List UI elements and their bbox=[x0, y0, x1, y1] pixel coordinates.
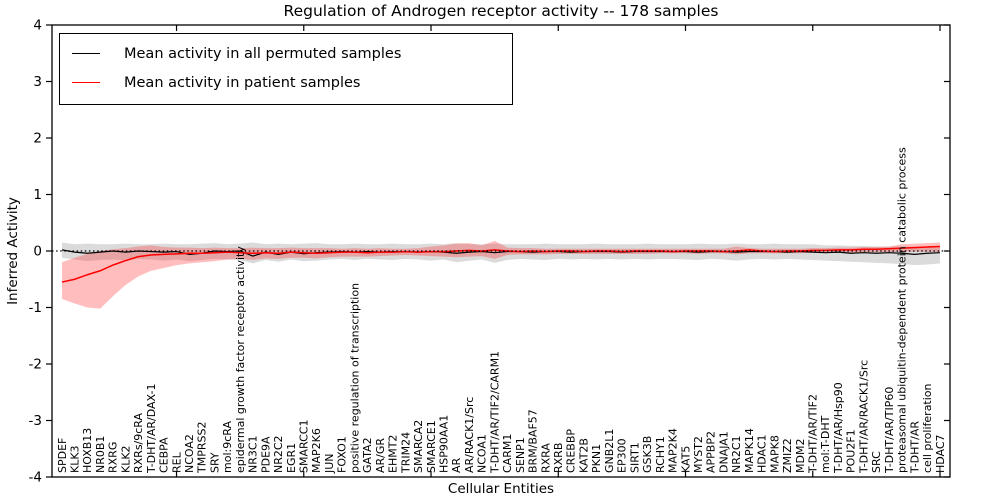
patient-line-swatch bbox=[72, 82, 100, 83]
category-label: epidermal growth factor receptor activit… bbox=[234, 246, 247, 473]
category-label: T-DHT/AR/Hsp90 bbox=[832, 382, 845, 474]
category-label: NCOA1 bbox=[476, 434, 489, 473]
permuted-line-swatch bbox=[72, 53, 100, 54]
category-label: DNAJA1 bbox=[717, 431, 730, 473]
category-label: MAP2K4 bbox=[667, 428, 680, 473]
category-label: RXRs/9cRA bbox=[132, 412, 145, 473]
category-label: GNB2L1 bbox=[603, 429, 616, 473]
category-label: mol:9cRA bbox=[221, 421, 234, 473]
category-label: RXRG bbox=[107, 442, 120, 473]
category-label: CREBBP bbox=[565, 429, 578, 473]
category-label: T-DHT/AR/DAX-1 bbox=[145, 384, 158, 474]
category-label: KAT5 bbox=[679, 446, 692, 473]
category-label: HOXB13 bbox=[81, 428, 94, 473]
category-label: AR/RACK1/Src bbox=[463, 397, 476, 473]
category-labels: SPDEF KLK3 HOXB13 NR0B1 RXRG KLK2 RXRs/9cRA T-D… bbox=[56, 147, 947, 474]
category-label: AR bbox=[450, 457, 463, 473]
category-label: SMARCC1 bbox=[298, 420, 311, 473]
category-label: TRIM24 bbox=[399, 432, 412, 474]
category-label: EP300 bbox=[616, 438, 629, 473]
y-axis-ticks: -4 -3 -2 -1 0 1 2 3 4 bbox=[29, 18, 950, 486]
legend-entry-permuted: Mean activity in all permuted samples bbox=[72, 39, 504, 68]
category-label: CEBPA bbox=[158, 437, 171, 473]
category-label: MAPK14 bbox=[743, 428, 756, 473]
category-label: GSK3B bbox=[641, 436, 654, 473]
y-tick-label: 0 bbox=[33, 244, 42, 260]
category-label: FOXO1 bbox=[336, 436, 349, 473]
category-label: T-DHT/AR/TIF2 bbox=[806, 394, 819, 474]
y-tick-label: -3 bbox=[29, 413, 42, 429]
category-label: NR3C1 bbox=[247, 435, 260, 473]
category-label: KLK3 bbox=[68, 445, 81, 473]
y-tick-label: -4 bbox=[29, 470, 42, 486]
category-label: RCHY1 bbox=[654, 436, 667, 473]
category-label: SIRT1 bbox=[628, 442, 641, 473]
permuted-band bbox=[62, 242, 940, 266]
category-label: POU2F1 bbox=[845, 429, 858, 473]
category-label: EHMT2 bbox=[387, 435, 400, 473]
category-label: MDM2 bbox=[794, 439, 807, 473]
category-label: mol:T-DHT bbox=[819, 415, 832, 473]
category-label: SRY bbox=[208, 452, 221, 473]
category-label: proteasomal ubiquitin-dependent protein … bbox=[896, 147, 909, 473]
category-label: JUN bbox=[323, 453, 336, 474]
category-label: MYST2 bbox=[692, 436, 705, 473]
category-label: NR2C2 bbox=[272, 435, 285, 473]
category-label: HSP90AA1 bbox=[437, 415, 450, 473]
category-label: SENP1 bbox=[514, 437, 527, 473]
chart-title: Regulation of Androgen receptor activity… bbox=[283, 2, 719, 20]
category-label: positive regulation of transcription bbox=[348, 283, 361, 473]
patient-mean-line bbox=[61, 245, 941, 283]
category-label: T-DHT/AR/TIF2/CARM1 bbox=[488, 351, 501, 474]
category-label: HDAC1 bbox=[756, 434, 769, 473]
category-label: NCOA2 bbox=[183, 434, 196, 473]
legend-entry-patient: Mean activity in patient samples bbox=[72, 68, 504, 97]
category-label: PDE9A bbox=[259, 436, 272, 473]
category-label: KLK2 bbox=[119, 445, 132, 473]
category-label: SRC bbox=[870, 451, 883, 473]
category-label: SPDEF bbox=[56, 438, 69, 473]
category-label: CARM1 bbox=[501, 434, 514, 473]
x-axis-label: Cellular Entities bbox=[447, 481, 555, 497]
y-tick-label: 3 bbox=[33, 74, 42, 90]
permuted-mean-line bbox=[61, 249, 941, 257]
category-label: NR0B1 bbox=[94, 436, 107, 473]
category-label: GATA2 bbox=[361, 437, 374, 473]
category-label: TMPRSS2 bbox=[196, 422, 209, 474]
y-tick-label: 1 bbox=[33, 187, 42, 203]
y-tick-label: 2 bbox=[33, 131, 42, 147]
category-label: NR2C1 bbox=[730, 435, 743, 473]
category-label: RXRB bbox=[552, 443, 565, 473]
category-label: MAPK8 bbox=[768, 435, 781, 473]
category-label: KAT2B bbox=[577, 438, 590, 473]
y-tick-label: 4 bbox=[33, 18, 42, 34]
category-label: T-DHT/AR/RACK1/Src bbox=[857, 360, 870, 474]
category-label: SMARCA2 bbox=[412, 420, 425, 473]
category-label: ZMIZ2 bbox=[781, 438, 794, 473]
patient-band bbox=[62, 240, 940, 309]
y-tick-label: -1 bbox=[29, 300, 42, 316]
category-label: HDAC7 bbox=[934, 434, 947, 473]
x-axis-ticks bbox=[175, 25, 941, 477]
category-label: SMARCE1 bbox=[425, 420, 438, 473]
legend: Mean activity in all permuted samples Me… bbox=[59, 33, 513, 105]
category-label: RXRA bbox=[539, 443, 552, 473]
category-label: T-DHT/AR/TIP60 bbox=[883, 387, 896, 474]
category-label: T-DHT/AR bbox=[908, 421, 921, 474]
category-label: cell proliferation bbox=[921, 383, 934, 473]
category-label: BRM/BAF57 bbox=[527, 409, 540, 473]
category-label: MAP2K6 bbox=[310, 428, 323, 473]
category-label: PKN1 bbox=[590, 444, 603, 473]
y-tick-label: -2 bbox=[29, 357, 42, 373]
category-label: EGR1 bbox=[285, 443, 298, 473]
legend-label-patient: Mean activity in patient samples bbox=[124, 74, 361, 91]
category-label: APPBP2 bbox=[705, 431, 718, 473]
category-label: AR/GR bbox=[374, 438, 387, 473]
legend-label-permuted: Mean activity in all permuted samples bbox=[124, 45, 402, 62]
category-label: REL bbox=[170, 451, 183, 473]
